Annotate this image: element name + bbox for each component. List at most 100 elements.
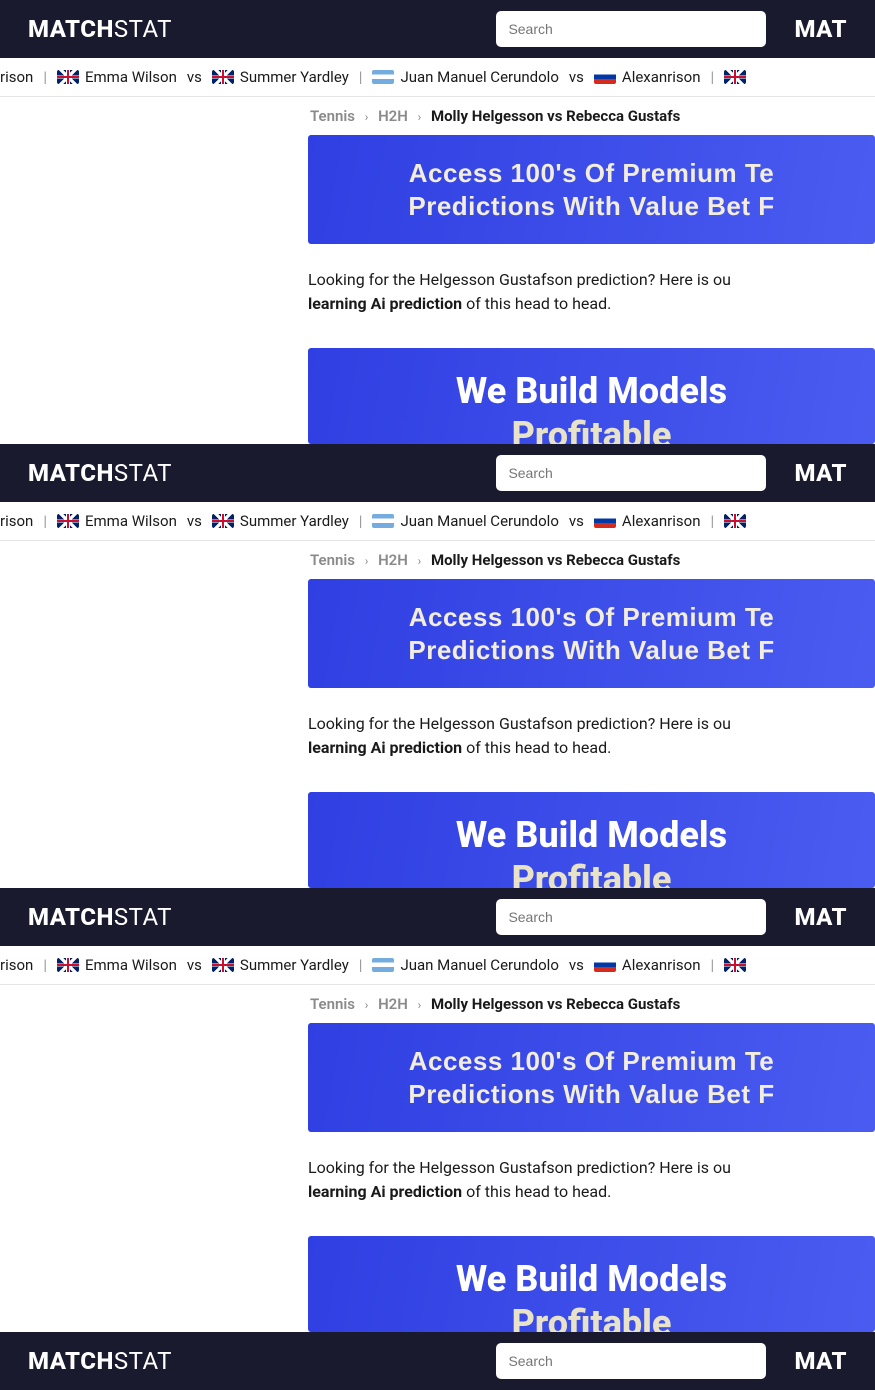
- ticker-separator: |: [43, 956, 47, 974]
- breadcrumb-h2h[interactable]: H2H: [378, 995, 408, 1013]
- flag-ar-icon: [372, 514, 394, 528]
- promo-banner[interactable]: Access 100's Of Premium Te Predictions W…: [308, 1023, 875, 1132]
- breadcrumb-h2h[interactable]: H2H: [378, 107, 408, 125]
- logo-thin: STAT: [114, 459, 172, 487]
- ticker-item[interactable]: Alexanrison: [594, 512, 701, 530]
- logo[interactable]: MATCHSTAT: [28, 1347, 172, 1375]
- search-input[interactable]: [496, 899, 766, 935]
- logo-right[interactable]: MAT: [794, 459, 847, 487]
- breadcrumb-tennis[interactable]: Tennis: [310, 551, 355, 569]
- ticker-item[interactable]: Emma Wilson: [57, 956, 177, 974]
- logo-main: MATCH: [28, 903, 114, 931]
- promo-banner[interactable]: Access 100's Of Premium Te Predictions W…: [308, 135, 875, 244]
- ticker-item[interactable]: Juan Manuel Cerundolo: [372, 956, 558, 974]
- logo-main: MATCH: [28, 1347, 114, 1375]
- flag-gb-icon: [57, 70, 79, 84]
- player-name: Juan Manuel Cerundolo: [400, 956, 558, 974]
- promo-title-line1: Access 100's Of Premium Te: [326, 1045, 857, 1078]
- ticker-separator: |: [711, 68, 715, 86]
- models-sub: Profitable: [326, 1302, 857, 1332]
- header-bar: MATCHSTAT MAT: [0, 0, 875, 58]
- logo-right[interactable]: MAT: [794, 15, 847, 43]
- flag-ru-icon: [594, 958, 616, 972]
- search-input[interactable]: [496, 455, 766, 491]
- vs-label: vs: [187, 68, 202, 86]
- logo[interactable]: MATCHSTAT: [28, 15, 172, 43]
- prediction-paragraph: Looking for the Helgesson Gustafson pred…: [308, 244, 875, 316]
- search-wrap: [496, 11, 766, 47]
- models-banner[interactable]: We Build Models Profitable: [308, 348, 875, 444]
- breadcrumb-current: Molly Helgesson vs Rebecca Gustafs: [431, 551, 680, 569]
- logo-right[interactable]: MAT: [794, 1347, 847, 1375]
- models-title: We Build Models: [326, 1258, 857, 1300]
- header-bar: MATCHSTAT MAT: [0, 888, 875, 946]
- models-banner[interactable]: We Build Models Profitable: [308, 792, 875, 888]
- ticker-item[interactable]: rison: [0, 956, 33, 974]
- player-name: rison: [0, 956, 33, 974]
- player-name: rison: [0, 68, 33, 86]
- logo[interactable]: MATCHSTAT: [28, 903, 172, 931]
- player-name: Alexanrison: [622, 68, 701, 86]
- ticker-item[interactable]: Summer Yardley: [212, 68, 349, 86]
- flag-gb-icon: [212, 958, 234, 972]
- para-bold: learning Ai prediction: [308, 738, 462, 757]
- models-banner[interactable]: We Build Models Profitable: [308, 1236, 875, 1332]
- breadcrumb-h2h[interactable]: H2H: [378, 551, 408, 569]
- logo-right[interactable]: MAT: [794, 903, 847, 931]
- page-block: MATCHSTAT MAT rison | Emma Wilson vs Sum…: [0, 0, 875, 444]
- player-name: Summer Yardley: [240, 512, 349, 530]
- vs-label: vs: [187, 956, 202, 974]
- ticker-item[interactable]: Juan Manuel Cerundolo: [372, 68, 558, 86]
- match-ticker: rison | Emma Wilson vs Summer Yardley | …: [0, 502, 875, 541]
- player-name: Alexanrison: [622, 512, 701, 530]
- search-input[interactable]: [496, 1343, 766, 1379]
- ticker-item[interactable]: Juan Manuel Cerundolo: [372, 512, 558, 530]
- logo-main: MATCH: [28, 15, 114, 43]
- chevron-right-icon: ›: [418, 110, 422, 124]
- flag-gb-icon: [212, 514, 234, 528]
- ticker-item[interactable]: [724, 514, 746, 528]
- ticker-item[interactable]: Summer Yardley: [212, 956, 349, 974]
- promo-title-line1: Access 100's Of Premium Te: [326, 601, 857, 634]
- header-bar: MATCHSTAT MAT: [0, 444, 875, 502]
- search-wrap: [496, 899, 766, 935]
- player-name: Juan Manuel Cerundolo: [400, 512, 558, 530]
- ticker-item[interactable]: Alexanrison: [594, 956, 701, 974]
- breadcrumb-tennis[interactable]: Tennis: [310, 995, 355, 1013]
- ticker-separator: |: [43, 68, 47, 86]
- ticker-separator: |: [359, 512, 363, 530]
- promo-title-line2: Predictions With Value Bet F: [326, 634, 857, 667]
- vs-label: vs: [187, 512, 202, 530]
- logo-thin: STAT: [114, 1347, 172, 1375]
- logo-thin: STAT: [114, 903, 172, 931]
- para-lead: Looking for the Helgesson Gustafson pred…: [308, 714, 731, 733]
- ticker-item[interactable]: [724, 958, 746, 972]
- ticker-item[interactable]: Alexanrison: [594, 68, 701, 86]
- page-block: MATCHSTAT MAT: [0, 1332, 875, 1390]
- match-ticker: rison | Emma Wilson vs Summer Yardley | …: [0, 946, 875, 985]
- para-bold: learning Ai prediction: [308, 1182, 462, 1201]
- ticker-item[interactable]: Summer Yardley: [212, 512, 349, 530]
- prediction-paragraph: Looking for the Helgesson Gustafson pred…: [308, 1132, 875, 1204]
- player-name: Emma Wilson: [85, 956, 177, 974]
- models-title: We Build Models: [326, 814, 857, 856]
- breadcrumb: Tennis › H2H › Molly Helgesson vs Rebecc…: [0, 985, 875, 1023]
- breadcrumb: Tennis › H2H › Molly Helgesson vs Rebecc…: [0, 541, 875, 579]
- search-input[interactable]: [496, 11, 766, 47]
- logo[interactable]: MATCHSTAT: [28, 459, 172, 487]
- breadcrumb-tennis[interactable]: Tennis: [310, 107, 355, 125]
- prediction-paragraph: Looking for the Helgesson Gustafson pred…: [308, 688, 875, 760]
- breadcrumb-current: Molly Helgesson vs Rebecca Gustafs: [431, 995, 680, 1013]
- ticker-item[interactable]: rison: [0, 512, 33, 530]
- para-lead: Looking for the Helgesson Gustafson pred…: [308, 1158, 731, 1177]
- ticker-item[interactable]: Emma Wilson: [57, 512, 177, 530]
- flag-ru-icon: [594, 70, 616, 84]
- ticker-item[interactable]: Emma Wilson: [57, 68, 177, 86]
- ticker-item[interactable]: [724, 70, 746, 84]
- chevron-right-icon: ›: [365, 998, 369, 1012]
- ticker-item[interactable]: rison: [0, 68, 33, 86]
- flag-gb-icon: [724, 70, 746, 84]
- para-tail: of this head to head.: [462, 738, 611, 757]
- models-title: We Build Models: [326, 370, 857, 412]
- promo-banner[interactable]: Access 100's Of Premium Te Predictions W…: [308, 579, 875, 688]
